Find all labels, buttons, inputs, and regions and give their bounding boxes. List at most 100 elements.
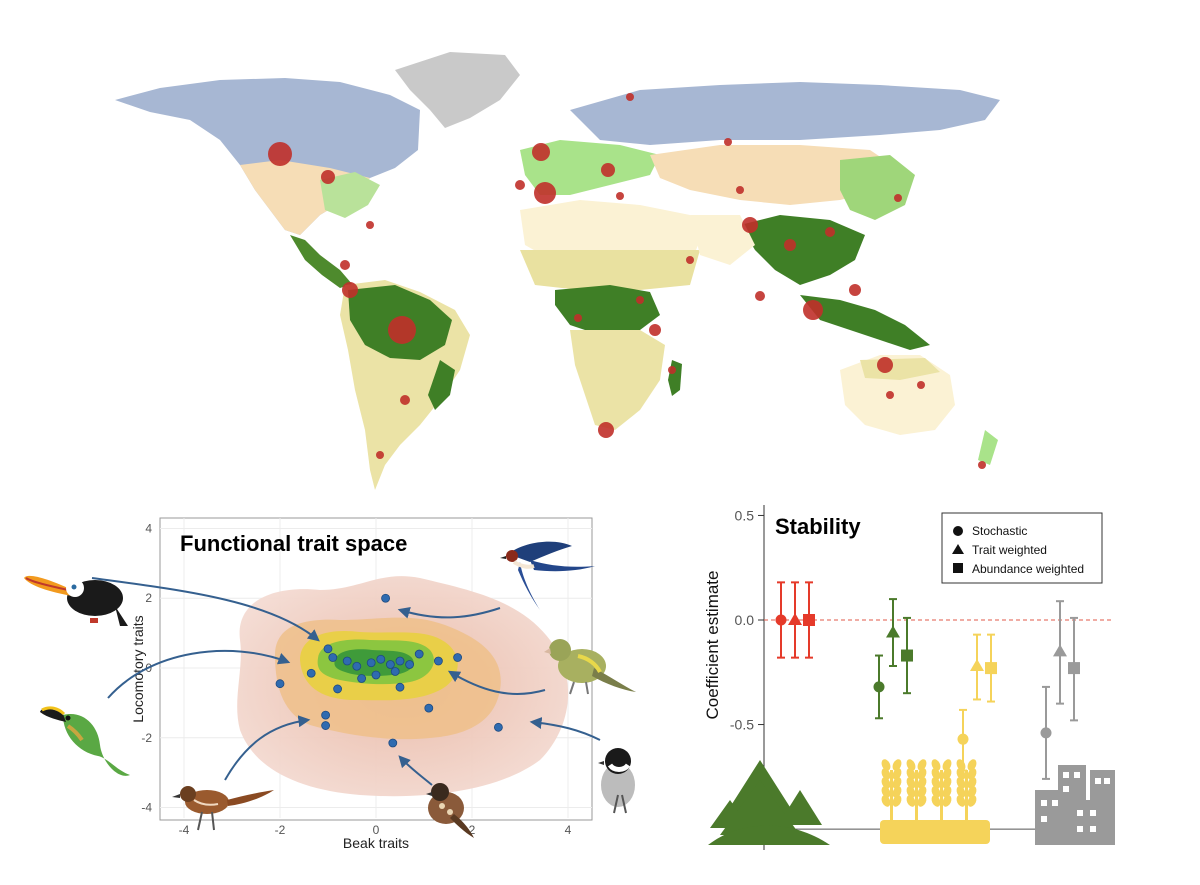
trait-point (323, 644, 333, 654)
trait-point (390, 667, 400, 676)
trait-point (321, 721, 331, 730)
stability-estimate-circle (873, 654, 885, 720)
trait-y-tick-label: 2 (145, 591, 152, 605)
trait-point (321, 710, 331, 720)
trait-x-tick-label: -4 (179, 823, 190, 837)
trait-point (306, 668, 316, 678)
trait-x-tick-label: 0 (373, 823, 380, 837)
arabia-desert (690, 215, 755, 265)
forest-icon (708, 760, 830, 845)
trait-point (405, 660, 415, 669)
stability-panel: -1.0-0.50.00.5 Stability Coefficient est… (703, 505, 1115, 850)
trait-point (352, 661, 362, 671)
eurasia-boreal (570, 82, 1000, 145)
south-asia-tropical (740, 215, 865, 285)
stability-y-tick-label: 0.0 (735, 612, 755, 628)
stability-estimate-triangle (970, 633, 984, 701)
trait-point (385, 660, 395, 669)
study-site-dot (649, 324, 661, 336)
arrow-greenfinch (447, 670, 546, 695)
trait-point (453, 653, 463, 662)
trait-x-tick-label: 2 (469, 823, 476, 837)
trait-point (395, 656, 405, 666)
study-site-dot (636, 296, 644, 304)
arrow-green-toucanet (107, 649, 291, 699)
study-site-dot (724, 138, 732, 146)
study-site-dot (342, 282, 358, 298)
study-site-dot (388, 316, 416, 344)
stability-estimate-circle (775, 581, 787, 659)
legend-triangle-marker (952, 544, 964, 554)
study-site-dot (340, 260, 350, 270)
world-biome-map (115, 52, 1000, 490)
study-site-dot (686, 256, 694, 264)
arrow-toucan (91, 577, 320, 642)
trait-point (371, 670, 381, 680)
stability-estimate-triangle (1053, 600, 1067, 705)
legend-label-trait-weighted: Trait weighted (972, 543, 1047, 557)
study-site-dot (755, 291, 765, 301)
city-icon (1035, 765, 1115, 845)
toucan-icon (24, 575, 128, 626)
study-site-dot (574, 314, 582, 322)
trait-point (328, 653, 338, 662)
trait-point (381, 593, 391, 603)
legend-box (941, 512, 1103, 584)
study-site-dot (534, 182, 556, 204)
europe-landmass (520, 140, 660, 195)
trait-point (275, 679, 285, 689)
sparrow-icon (426, 783, 474, 838)
arrow-thrasher (224, 715, 311, 781)
trait-arrows (91, 577, 601, 786)
arrow-chickadee (529, 717, 601, 741)
study-site-dot (784, 239, 796, 251)
southeast-asia-islands (800, 295, 930, 350)
study-site-dot (803, 300, 823, 320)
stability-estimate-triangle (788, 581, 802, 659)
trait-points (275, 593, 503, 748)
trait-point (395, 682, 405, 692)
study-site-dot (532, 143, 550, 161)
study-site-dot (877, 357, 893, 373)
central-africa-forest (555, 285, 660, 335)
trait-y-tick-label: -4 (141, 801, 152, 815)
trait-point (366, 658, 376, 668)
study-site-markers (268, 93, 986, 469)
trait-point (414, 649, 424, 659)
study-site-dot (598, 422, 614, 438)
wheat-field-icon (880, 759, 990, 844)
study-site-dot (886, 391, 894, 399)
legend-label-stochastic: Stochastic (972, 524, 1027, 538)
study-site-dot (736, 186, 744, 194)
study-site-dot (742, 217, 758, 233)
southern-africa (570, 330, 665, 430)
trait-x-tick-label: -2 (275, 823, 286, 837)
greenland-landmass (395, 52, 520, 128)
arrow-swallow (397, 607, 501, 619)
stability-estimate-square (985, 633, 997, 703)
thrasher-icon (172, 786, 274, 831)
stability-y-tick-label: 0.5 (735, 507, 755, 523)
trait-point (424, 703, 434, 713)
north-america-east-forest (320, 172, 380, 218)
study-site-dot (376, 451, 384, 459)
trait-y-tick-label: 4 (145, 521, 152, 535)
new-zealand (978, 430, 998, 465)
greenfinch-icon (544, 639, 636, 695)
arrow-sparrow (398, 755, 433, 786)
study-site-dot (849, 284, 861, 296)
study-site-dot (268, 142, 292, 166)
stability-panel-title: Stability (775, 514, 861, 539)
sahel-belt (520, 250, 700, 290)
trait-point (493, 722, 503, 732)
stability-estimate-circle (1040, 685, 1052, 780)
green-toucanet-icon (40, 706, 130, 776)
study-site-dot (366, 221, 374, 229)
trait-point (433, 656, 443, 666)
central-america-landmass (290, 235, 352, 288)
study-site-dot (616, 192, 624, 200)
trait-point (357, 674, 367, 683)
